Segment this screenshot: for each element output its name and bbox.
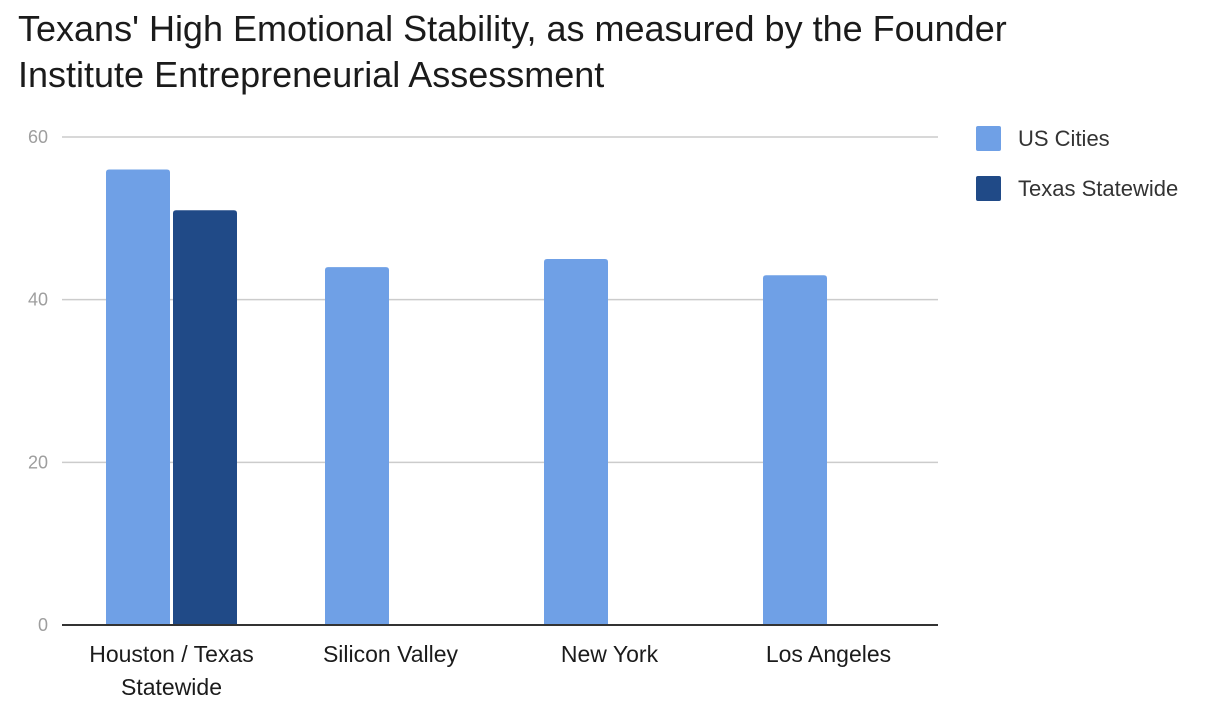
bar-us-cities-2 <box>544 259 608 625</box>
bars <box>106 169 827 626</box>
legend-label: US Cities <box>1018 126 1110 151</box>
x-tick-label: New York <box>561 641 659 667</box>
bar-us-cities-0 <box>106 169 170 626</box>
x-tick-label: Silicon Valley <box>323 641 459 667</box>
legend-label: Texas Statewide <box>1018 176 1178 201</box>
chart-title: Texans' High Emotional Stability, as mea… <box>18 8 1007 95</box>
y-tick-label: 20 <box>28 452 48 472</box>
legend-swatch <box>976 126 1001 151</box>
legend: US Cities Texas Statewide <box>976 126 1178 201</box>
bar-us-cities-1 <box>325 267 389 625</box>
y-tick-label: 0 <box>38 615 48 635</box>
x-axis-labels: Houston / Texas Statewide Silicon Valley Ne… <box>89 641 891 700</box>
x-tick-label: Los Angeles <box>766 641 891 667</box>
y-axis-ticks: 0 20 40 60 <box>28 127 48 635</box>
y-tick-label: 40 <box>28 290 48 310</box>
bar-us-cities-3 <box>763 275 827 625</box>
x-tick-label: Statewide <box>121 674 222 700</box>
chart-title-line-2: Institute Entrepreneurial Assessment <box>18 54 604 95</box>
legend-swatch <box>976 176 1001 201</box>
chart-title-line-1: Texans' High Emotional Stability, as mea… <box>18 8 1007 49</box>
x-tick-label: Houston / Texas <box>89 641 254 667</box>
y-tick-label: 60 <box>28 127 48 147</box>
bar-texas-statewide-0 <box>173 210 237 625</box>
